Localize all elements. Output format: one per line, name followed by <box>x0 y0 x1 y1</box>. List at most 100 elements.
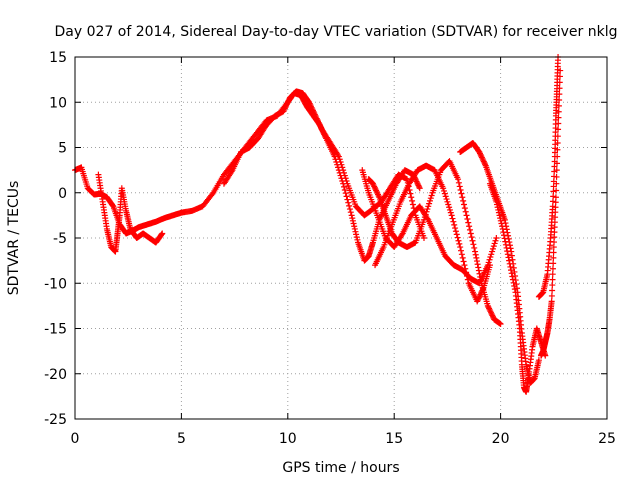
data-point <box>370 182 377 189</box>
data-point <box>486 306 493 313</box>
data-point <box>458 247 465 254</box>
data-point <box>426 200 433 207</box>
data-point <box>492 237 499 244</box>
data-point <box>316 120 323 127</box>
data-point <box>351 225 358 232</box>
data-point <box>511 268 518 275</box>
data-point <box>468 234 475 241</box>
plot-frame <box>74 56 608 420</box>
data-point <box>478 154 485 161</box>
data-point <box>349 217 356 224</box>
data-point <box>375 191 382 198</box>
data-point <box>475 267 482 274</box>
data-point <box>440 187 447 194</box>
data-point <box>511 286 518 293</box>
data-point <box>498 220 505 227</box>
data-point <box>460 201 467 208</box>
data-point <box>443 196 450 203</box>
data-point <box>489 313 496 320</box>
data-point <box>374 190 381 197</box>
series-trace5 <box>359 167 500 287</box>
data-point <box>476 150 483 157</box>
data-point <box>510 279 517 286</box>
y-tick-label: 10 <box>49 95 67 111</box>
data-point <box>444 198 451 205</box>
data-point <box>352 228 359 235</box>
data-point <box>441 190 448 197</box>
data-point <box>343 193 350 200</box>
data-point <box>426 197 433 204</box>
data-point <box>309 107 316 114</box>
data-point <box>463 212 470 219</box>
data-point <box>414 181 421 188</box>
x-axis-label: GPS time / hours <box>282 460 399 476</box>
data-point <box>451 221 458 228</box>
data-point <box>493 201 500 208</box>
data-point <box>473 258 480 265</box>
data-point <box>484 302 491 309</box>
data-point <box>307 101 314 108</box>
data-point <box>489 248 496 255</box>
data-point <box>497 215 504 222</box>
data-point <box>339 164 346 171</box>
data-point <box>407 190 414 197</box>
data-point <box>459 194 466 201</box>
data-point <box>473 254 480 261</box>
data-point <box>509 256 516 263</box>
data-point <box>469 237 476 244</box>
data-point <box>424 206 431 213</box>
data-point <box>475 295 482 302</box>
data-point <box>446 204 453 211</box>
data-point <box>428 192 435 199</box>
data-point <box>550 254 557 261</box>
data-point <box>452 228 459 235</box>
data-point <box>458 251 465 258</box>
data-point <box>491 240 498 247</box>
data-point <box>313 115 320 122</box>
data-point <box>409 201 416 208</box>
data-point <box>478 290 485 297</box>
data-point <box>440 185 447 192</box>
data-point <box>552 194 559 201</box>
data-point <box>485 304 492 311</box>
data-point <box>508 267 515 274</box>
data-point <box>353 234 360 241</box>
data-point <box>500 229 507 236</box>
data-point <box>504 251 511 258</box>
data-point <box>496 212 503 219</box>
data-point <box>490 243 497 250</box>
data-point <box>474 296 481 303</box>
data-point <box>343 177 350 184</box>
y-tick-label: -10 <box>44 276 67 292</box>
y-tick-label: -15 <box>44 322 67 338</box>
data-point <box>340 169 347 176</box>
data-point <box>456 240 463 247</box>
data-point <box>351 223 358 230</box>
series-trace10 <box>535 54 562 300</box>
x-tick-label: 25 <box>598 431 616 447</box>
data-point <box>497 217 504 224</box>
data-point <box>344 196 351 203</box>
data-point <box>479 287 486 294</box>
data-point <box>346 202 353 209</box>
data-point <box>488 309 495 316</box>
data-point <box>549 282 556 289</box>
data-point <box>335 153 342 160</box>
y-tick-label: -25 <box>44 412 67 428</box>
data-point <box>308 104 315 111</box>
data-point <box>464 215 471 222</box>
data-point <box>548 292 555 299</box>
data-point <box>511 282 518 289</box>
data-point <box>481 159 488 166</box>
data-point <box>284 100 291 107</box>
data-point <box>454 234 461 241</box>
data-point <box>493 198 500 205</box>
data-point <box>464 276 471 283</box>
data-point <box>457 187 464 194</box>
data-point <box>373 188 380 195</box>
data-point <box>285 98 292 105</box>
data-point <box>478 288 485 295</box>
data-point <box>447 209 454 216</box>
data-point <box>158 231 165 238</box>
data-point <box>499 225 506 232</box>
